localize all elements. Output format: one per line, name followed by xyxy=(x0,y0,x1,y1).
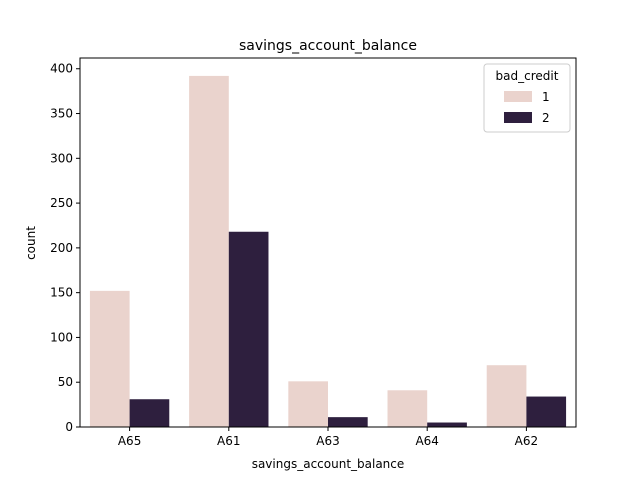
y-tick-label: 400 xyxy=(50,62,73,76)
y-tick-label: 350 xyxy=(50,107,73,121)
bar-A64-series-1 xyxy=(387,390,428,427)
bar-A65-series-1 xyxy=(89,290,130,427)
x-tick-label: A62 xyxy=(515,434,538,448)
legend-label-2: 2 xyxy=(542,111,550,125)
y-axis: 0 50 100 150 200 250 300 350 400 xyxy=(50,62,80,434)
y-tick-label: 250 xyxy=(50,196,73,210)
chart-title: savings_account_balance xyxy=(239,38,417,54)
y-tick-label: 150 xyxy=(50,286,73,300)
bar-A63-series-1 xyxy=(288,381,328,427)
x-tick-label: A61 xyxy=(217,434,240,448)
y-axis-label: count xyxy=(24,226,38,260)
legend-swatch-2 xyxy=(504,112,532,123)
y-tick-label: 0 xyxy=(65,420,73,434)
y-tick-label: 50 xyxy=(58,375,73,389)
y-tick-label: 300 xyxy=(50,151,73,165)
y-tick-label: 200 xyxy=(50,241,73,255)
legend: bad_credit 1 2 xyxy=(483,63,571,133)
legend-title: bad_credit xyxy=(496,69,559,83)
bar-A64-series-2 xyxy=(427,422,467,427)
bar-A61-series-1 xyxy=(189,75,229,427)
x-tick-label: A65 xyxy=(118,434,141,448)
y-tick-label: 100 xyxy=(50,330,73,344)
bar-A62-series-2 xyxy=(526,396,567,427)
plot-area xyxy=(79,57,577,428)
x-axis-label: savings_account_balance xyxy=(252,457,405,471)
bar-A62-series-1 xyxy=(486,365,527,427)
x-tick-label: A64 xyxy=(415,434,438,448)
bar-A61-series-2 xyxy=(228,231,269,427)
bar-A65-series-2 xyxy=(129,399,170,427)
legend-label-1: 1 xyxy=(542,90,550,104)
x-tick-label: A63 xyxy=(316,434,339,448)
bar-A63-series-2 xyxy=(328,417,368,427)
x-axis: A65 A61 A63 A64 A62 xyxy=(118,427,538,448)
legend-swatch-1 xyxy=(504,91,532,102)
